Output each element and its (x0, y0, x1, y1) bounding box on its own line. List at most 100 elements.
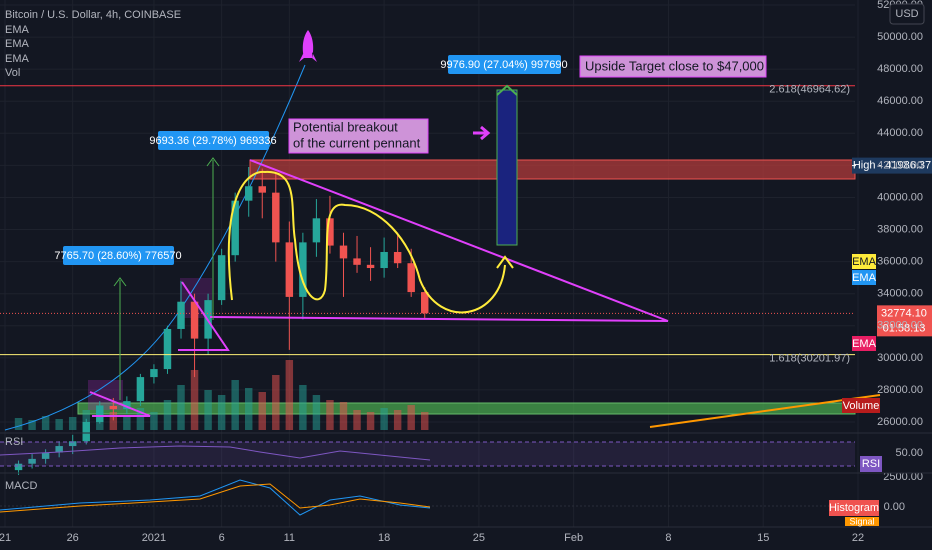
pennant-bottom (209, 316, 669, 322)
rocket (299, 30, 317, 62)
candle-body (163, 328, 172, 370)
measure-label: 7765.70 (28.60%) 776570 (54, 250, 181, 262)
indicator: Vol (5, 67, 20, 79)
x-tick-label: 2021 (142, 532, 166, 544)
candle-body (272, 192, 280, 243)
candle-body (339, 245, 348, 259)
countdown: 01:58:13 (883, 322, 926, 334)
volume-bar (366, 412, 375, 430)
volume-bar (339, 402, 348, 430)
y-tick-label: 46000.00 (877, 95, 923, 107)
pennant-top (249, 159, 669, 322)
measure-label: 9976.90 (27.04%) 997690 (440, 59, 567, 71)
volume-bar (136, 408, 145, 430)
y-tick-label: 30000.00 (877, 352, 923, 364)
candle-body (258, 186, 266, 193)
x-tick-label: 15 (757, 532, 769, 544)
candle-body (109, 405, 118, 410)
volume-bar (177, 385, 185, 430)
y-tick-label: 42000.00 (877, 159, 923, 171)
candle-body (421, 292, 429, 314)
indicator: EMA (5, 53, 30, 65)
high-label: High - 41986.37 (853, 160, 931, 172)
pane-title: MACD (5, 480, 37, 492)
measure-box (448, 55, 561, 74)
measure-label: 9693.36 (29.78%) 969336 (149, 135, 276, 147)
volume-bars (14, 360, 429, 430)
rsi-tick: 2500.00 (883, 471, 923, 483)
x-tick-label: 18 (378, 532, 390, 544)
candle-body (177, 301, 185, 329)
volume-bar (217, 395, 226, 430)
y-tick-label: 34000.00 (877, 288, 923, 300)
last-price: 32774.10 (881, 307, 927, 319)
candle-body (299, 242, 307, 297)
rsi-line (0, 445, 431, 461)
volume-bar (407, 405, 415, 430)
volume-bar (299, 385, 307, 430)
volume-bar (109, 412, 118, 430)
volume-bar (326, 400, 334, 430)
candle-body (407, 263, 415, 293)
candles (14, 166, 429, 475)
fib-label: 1.618(30201.97) (769, 353, 850, 365)
volume-bar (380, 408, 388, 430)
tag-box (877, 305, 932, 337)
volume-bar (14, 418, 23, 430)
arrow-head (206, 157, 220, 167)
tag-box (860, 456, 882, 472)
symbol: Bitcoin / U.S. Dollar, 4h, COINBASE (5, 9, 181, 21)
x-tick-label: 6 (219, 532, 225, 544)
volume-bar (55, 419, 63, 430)
macd-tick: 0.00 (884, 501, 905, 513)
x-tick-label: Feb (564, 532, 583, 544)
note-box (288, 118, 429, 154)
volume-bar (231, 380, 239, 430)
note: Upside Target close to $47,000 (585, 58, 764, 73)
currency[interactable]: USD (895, 8, 918, 20)
y-tick-label: 38000.00 (877, 223, 923, 235)
y-tick-label: 26000.00 (877, 416, 923, 428)
candle-body (244, 186, 253, 201)
candle-body (123, 401, 131, 410)
candle-body (190, 301, 199, 339)
volume-bar (258, 392, 266, 430)
currency-box[interactable] (889, 3, 925, 25)
candle-body (231, 200, 239, 256)
y-tick-label: 48000.00 (877, 63, 923, 75)
x-tick-label: 26 (67, 532, 79, 544)
y-tick-label: 40000.00 (877, 191, 923, 203)
y-tick-label: 28000.00 (877, 384, 923, 396)
levels: 2.618(46964.62) 1.618(30201.97) High - 419… (0, 84, 932, 365)
volume-tag: Volume (843, 400, 880, 412)
candle-body (380, 251, 388, 269)
candle-body (366, 264, 375, 269)
y-tick-label: 32000.00 (877, 320, 923, 332)
volume-bar (190, 370, 199, 430)
signal-line (0, 483, 431, 513)
y-tick-label: 36000.00 (877, 256, 923, 268)
measure-box (63, 246, 174, 265)
volume-bar (41, 416, 50, 430)
candle-body (14, 463, 23, 471)
price-path (227, 170, 506, 314)
candle-body (393, 251, 402, 264)
tag-box (852, 254, 876, 269)
target-bar (496, 89, 518, 246)
pane-title: RSI (5, 436, 23, 448)
tag-box (845, 517, 879, 526)
small-pennant (89, 391, 151, 417)
candle-body (217, 255, 226, 301)
volume-bar (68, 417, 77, 430)
volume-bar (150, 412, 158, 430)
x-tick-label: 25 (473, 532, 485, 544)
x-tick-label: 8 (665, 532, 671, 544)
arrow-head (113, 277, 127, 287)
volume-bar (285, 360, 294, 430)
indicator: EMA (5, 38, 30, 50)
macd-tag: Signal (849, 516, 874, 526)
volume-bar (393, 410, 402, 430)
tag-box (842, 398, 880, 413)
measure-box (158, 131, 269, 150)
